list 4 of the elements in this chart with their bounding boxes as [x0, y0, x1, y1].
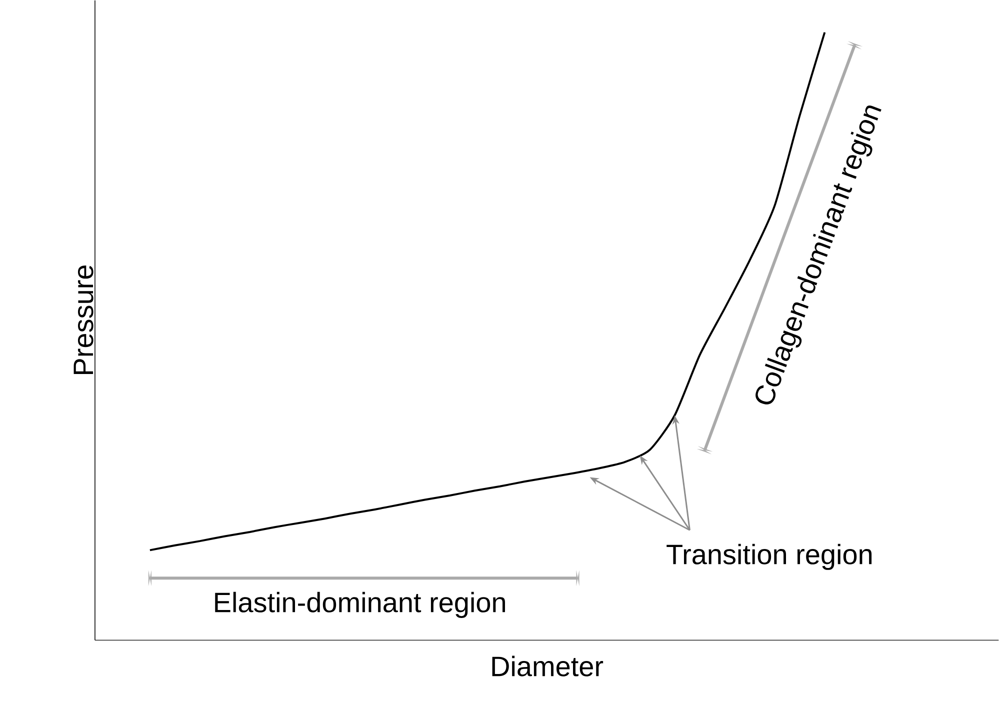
x-axis-title: Diameter	[492, 656, 604, 676]
annotation: Transition region	[666, 544, 872, 570]
annotation: Elastin-dominant region	[215, 592, 505, 618]
y-axis-title: Pressure	[74, 265, 94, 374]
